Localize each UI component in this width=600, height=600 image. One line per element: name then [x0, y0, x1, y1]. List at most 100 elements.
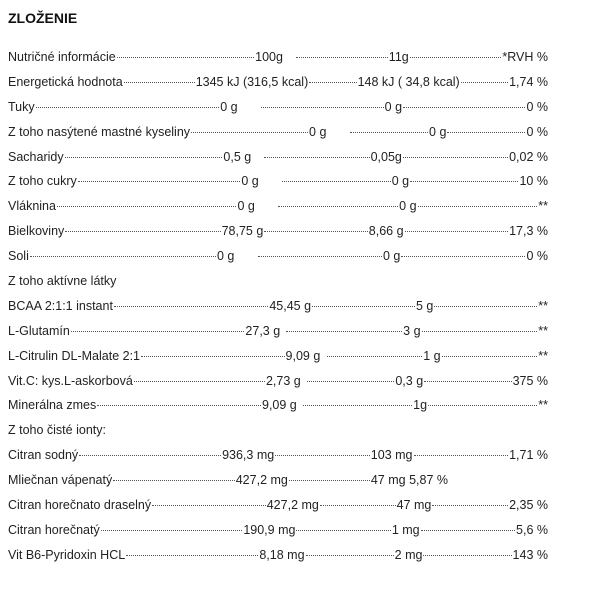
nutrition-row: Vláknina 0 g 0 g **	[8, 199, 548, 224]
nutrient-name: Mliečnan vápenatý	[8, 473, 113, 488]
dot-leader	[275, 455, 370, 457]
dot-leader	[326, 355, 423, 357]
nutrient-value: 0 g	[399, 199, 417, 214]
nutrient-name: Tuky	[8, 99, 35, 114]
nutrient-value: 0 %	[526, 124, 548, 139]
dot-leader	[64, 156, 223, 158]
nutrient-value: 27,3 g	[245, 323, 281, 338]
dot-leader	[286, 330, 403, 332]
nutrition-row: Vit.C: kys.L-askorbová 2,73 g 0,3 g 375 %	[8, 374, 548, 399]
nutrient-value: 2,35 %	[509, 498, 548, 513]
dot-leader	[441, 355, 538, 357]
dot-leader	[460, 81, 509, 83]
dot-leader	[191, 131, 309, 133]
dot-leader	[100, 529, 243, 531]
nutrient-name: L-Glutamín	[8, 323, 70, 338]
nutrient-name: Soli	[8, 249, 29, 264]
nutrient-value: 0,5 g	[223, 149, 252, 164]
nutrition-row: Z toho cukry 0 g 0 g 10 %	[8, 174, 548, 199]
dot-leader	[264, 231, 368, 233]
dot-leader	[296, 57, 388, 58]
nutrient-name: Z toho nasýtené mastné kyseliny	[8, 124, 191, 139]
dot-leader	[402, 156, 509, 158]
dot-leader	[29, 256, 216, 258]
nutrition-row: Nutričné informácie 100g 11g *RVH %	[8, 50, 548, 75]
nutrition-row: Mliečnan vápenatý 427,2 mg 47 mg 5,87 %	[8, 473, 548, 498]
dot-leader	[410, 181, 519, 183]
nutrient-value: 2,73 g	[265, 373, 301, 388]
nutrient-value: 17,3 %	[509, 224, 548, 239]
nutrient-value: 936,3 mg	[222, 448, 275, 463]
nutrition-list: Nutričné informácie 100g 11g *RVH % Energeti…	[8, 50, 548, 573]
dot-leader	[404, 231, 509, 233]
nutrient-value: 5 g	[415, 298, 434, 313]
nutrient-value: 0 g	[309, 124, 327, 139]
nutrient-value: 0 %	[526, 249, 548, 264]
nutrition-row: Energetická hodnota 1345 kJ (316,5 kcal) 1…	[8, 75, 548, 100]
dot-leader	[409, 57, 502, 58]
nutrient-name: Z toho čisté ionty:	[8, 423, 106, 438]
nutrient-name: Z toho cukry	[8, 174, 77, 189]
nutrition-row: Vit B6-Pyridoxin HCL 8,18 mg 2 mg 143 %	[8, 548, 548, 573]
dot-leader	[403, 106, 526, 108]
dot-leader	[288, 480, 370, 482]
nutrient-value: 1,71 %	[509, 448, 549, 463]
dot-leader	[264, 156, 370, 158]
dot-leader	[70, 330, 245, 332]
nutrient-name: Vláknina	[8, 199, 56, 214]
dot-leader	[309, 81, 357, 83]
nutrition-row: BCAA 2:1:1 instant 45,45 g 5 g **	[8, 299, 548, 324]
nutrient-value: **	[538, 398, 548, 413]
dot-leader	[97, 405, 261, 407]
nutrient-value: 0 %	[526, 99, 548, 114]
nutrient-name: Minerálna zmes	[8, 398, 97, 413]
nutrient-value: 9,09 g	[285, 348, 321, 363]
nutrient-value: 45,45 g	[269, 298, 312, 313]
dot-leader	[447, 131, 526, 133]
nutrient-value: *RVH %	[502, 50, 548, 64]
nutrient-name: Bielkoviny	[8, 224, 65, 239]
nutrient-value: 1 g	[423, 348, 441, 363]
nutrient-name: Sacharidy	[8, 149, 64, 164]
dot-leader	[423, 554, 512, 556]
dot-leader	[65, 231, 221, 233]
dot-leader	[417, 206, 538, 208]
nutrition-row: Z toho aktívne látky	[8, 274, 548, 299]
nutrient-name: Nutričné informácie	[8, 50, 116, 64]
nutrition-row: Tuky 0 g 0 g 0 %	[8, 100, 548, 125]
nutrient-value: 100g	[255, 50, 283, 64]
nutrient-value: 8,18 mg	[259, 547, 305, 562]
nutrient-name: Z toho aktívne látky	[8, 274, 117, 289]
nutrient-name: Vit B6-Pyridoxin HCL	[8, 547, 126, 562]
nutrient-name: Energetická hodnota	[8, 74, 123, 89]
nutrient-value: **	[538, 298, 548, 313]
nutrient-value: 10 %	[519, 174, 548, 189]
nutrient-value: 8,66 g	[368, 224, 404, 239]
nutrient-value: 0,02 %	[509, 149, 548, 164]
nutrition-row: Citran horečnato draselný 427,2 mg 47 mg 2,…	[8, 498, 548, 523]
nutrition-row: L-Glutamín 27,3 g 3 g **	[8, 324, 548, 349]
dot-leader	[35, 106, 220, 108]
dot-leader	[123, 81, 195, 83]
dot-leader	[350, 131, 429, 133]
dot-leader	[432, 505, 509, 507]
dot-leader	[113, 305, 269, 307]
dot-leader	[306, 380, 395, 382]
nutrient-value: 0 g	[391, 174, 410, 189]
nutrient-value: 0 g	[237, 199, 255, 214]
nutrient-value: **	[538, 199, 548, 214]
nutrient-name: Citran sodný	[8, 448, 79, 463]
dot-leader	[420, 529, 516, 531]
nutrient-name: Citran horečnatý	[8, 522, 100, 537]
nutrient-name: L-Citrulin DL-Malate 2:1	[8, 348, 140, 363]
dot-leader	[77, 181, 241, 183]
nutrition-row: Z toho nasýtené mastné kyseliny 0 g 0 g 0 %	[8, 125, 548, 150]
nutrient-value: 47 mg	[396, 498, 432, 513]
dot-leader	[413, 455, 509, 457]
dot-leader	[421, 330, 538, 332]
dot-leader	[126, 554, 259, 556]
nutrient-value: 1,74 %	[509, 74, 548, 89]
dot-leader	[261, 106, 384, 108]
nutrient-value: 78,75 g	[221, 224, 264, 239]
